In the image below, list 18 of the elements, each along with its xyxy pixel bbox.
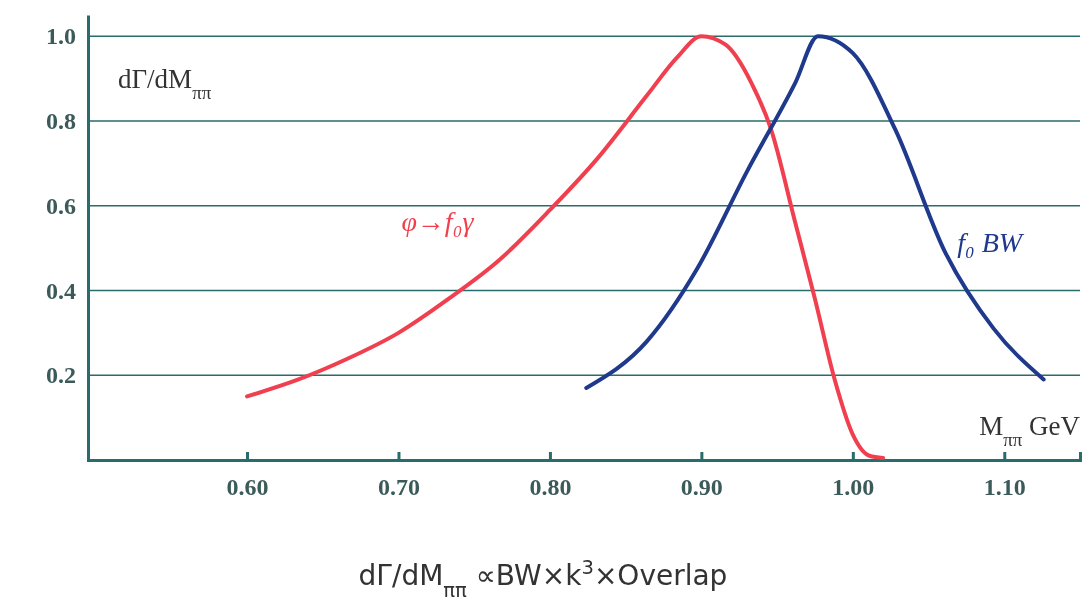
x-tick-label: 1.10 [983,474,1026,501]
y-tick-label: 0.8 [46,108,76,135]
y-tick-label: 0.2 [46,362,76,389]
y-axis-title: dΓ/dM$_{ππ}$ [118,64,212,103]
x-tick-label: 0.70 [377,474,420,501]
x-axis-title: M$_{ππ}$ GeV [979,411,1081,450]
y-tick-label: 0.6 [46,192,76,219]
x-tick-label: 0.60 [226,474,269,501]
line-series [245,34,886,460]
series-label: φ→f₀γ [401,205,475,237]
text: dΓ/dM$_{ππ}$ ∝BW×k$^{3}$×Overlap [358,555,728,598]
line-series [584,34,1046,390]
x-tick-label: 0.80 [529,474,572,501]
y-tick-label: 1.0 [46,23,76,50]
series-label: f₀ BW [957,227,1025,259]
x-tick-label: 0.90 [680,474,723,501]
y-tick-label: 0.4 [46,277,76,304]
x-tick-label: 1.00 [832,474,875,501]
